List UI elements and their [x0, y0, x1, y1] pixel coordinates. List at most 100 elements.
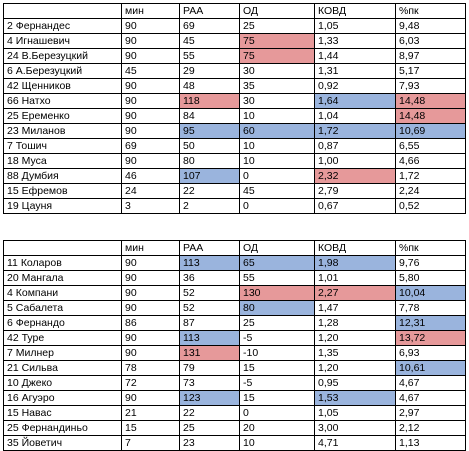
cell-kovd: 2,79 [314, 183, 396, 199]
cell-kovd: 1,01 [314, 270, 396, 286]
table-row: 4 Компани 90 52 130 2,27 10,04 [3, 285, 466, 301]
cell-kovd: 2,27 [314, 285, 396, 301]
table-row: 42 Щенников 90 48 35 0,92 7,93 [3, 78, 466, 94]
table-body: 11 Коларов 90 113 65 1,98 9,76 20 Мангала 90 36 5… [3, 255, 466, 451]
cell-od: 15 [239, 390, 315, 406]
cell-pk: 14,48 [395, 93, 466, 109]
cell-raa: 2 [179, 198, 240, 214]
cell-raa: 55 [179, 48, 240, 64]
cell-player: 18 Муса [3, 153, 122, 169]
cell-player: 25 Еременко [3, 108, 122, 124]
cell-player: 24 В.Березуцкий [3, 48, 122, 64]
cell-raa: 95 [179, 123, 240, 139]
table-row: 21 Сильва 78 79 15 1,20 10,61 [3, 360, 466, 376]
cell-kovd: 1,05 [314, 18, 396, 34]
table-row: 7 Милнер 90 131 -10 1,35 6,93 [3, 345, 466, 361]
table-header: мин РАА ОД КОВД %пк [3, 240, 466, 256]
cell-pk: 2,97 [395, 405, 466, 421]
cell-pk: 1,72 [395, 168, 466, 184]
table-row: 10 Джеко 72 73 -5 0,95 4,67 [3, 375, 466, 391]
table-row: 23 Миланов 90 95 60 1,72 10,69 [3, 123, 466, 139]
table-body: 2 Фернандес 90 69 25 1,05 9,48 4 Игнашевич 90 45… [3, 18, 466, 214]
cell-min: 90 [121, 18, 180, 34]
cell-pk: 6,03 [395, 33, 466, 49]
cell-player: 15 Навас [3, 405, 122, 421]
cell-kovd: 4,71 [314, 435, 396, 451]
cell-od: 0 [239, 168, 315, 184]
cell-raa: 87 [179, 315, 240, 331]
cell-raa: 23 [179, 435, 240, 451]
cell-min: 21 [121, 405, 180, 421]
cell-kovd: 1,64 [314, 93, 396, 109]
cell-kovd: 1,05 [314, 405, 396, 421]
header-cell-pk: %пк [395, 240, 466, 256]
cell-player: 2 Фернандес [3, 18, 122, 34]
header-row: мин РАА ОД КОВД %пк [3, 240, 466, 256]
cell-od: 0 [239, 405, 315, 421]
cell-min: 90 [121, 300, 180, 316]
cell-od: 30 [239, 63, 315, 79]
table-row: 66 Натхо 90 118 30 1,64 14,48 [3, 93, 466, 109]
header-cell-kovd: КОВД [314, 3, 396, 19]
cell-min: 78 [121, 360, 180, 376]
cell-raa: 36 [179, 270, 240, 286]
cell-min: 86 [121, 315, 180, 331]
cell-raa: 107 [179, 168, 240, 184]
cell-kovd: 3,00 [314, 420, 396, 436]
cell-player: 42 Туре [3, 330, 122, 346]
cell-pk: 4,67 [395, 375, 466, 391]
cell-player: 15 Ефремов [3, 183, 122, 199]
cell-pk: 10,61 [395, 360, 466, 376]
cell-kovd: 1,35 [314, 345, 396, 361]
cell-raa: 29 [179, 63, 240, 79]
cell-pk: 2,24 [395, 183, 466, 199]
cell-pk: 9,76 [395, 255, 466, 271]
table-row: 7 Тошич 69 50 10 0,87 6,55 [3, 138, 466, 154]
cell-kovd: 0,87 [314, 138, 396, 154]
cell-od: 65 [239, 255, 315, 271]
cell-pk: 10,69 [395, 123, 466, 139]
cell-pk: 1,13 [395, 435, 466, 451]
cell-od: 75 [239, 33, 315, 49]
cell-raa: 69 [179, 18, 240, 34]
cell-player: 23 Миланов [3, 123, 122, 139]
cell-min: 90 [121, 48, 180, 64]
cell-kovd: 1,31 [314, 63, 396, 79]
cell-raa: 22 [179, 405, 240, 421]
cell-pk: 14,48 [395, 108, 466, 124]
cell-od: 10 [239, 153, 315, 169]
cell-pk: 4,66 [395, 153, 466, 169]
cell-kovd: 0,67 [314, 198, 396, 214]
table-row: 25 Еременко 90 84 10 1,04 14,48 [3, 108, 466, 124]
cell-raa: 22 [179, 183, 240, 199]
cell-kovd: 1,00 [314, 153, 396, 169]
cell-kovd: 1,53 [314, 390, 396, 406]
cell-pk: 4,67 [395, 390, 466, 406]
table-row: 42 Туре 90 113 -5 1,20 13,72 [3, 330, 466, 346]
cell-kovd: 0,95 [314, 375, 396, 391]
cell-min: 90 [121, 255, 180, 271]
cell-pk: 13,72 [395, 330, 466, 346]
cell-player: 11 Коларов [3, 255, 122, 271]
cell-pk: 10,04 [395, 285, 466, 301]
cell-raa: 113 [179, 330, 240, 346]
stats-table-1: мин РАА ОД КОВД %пк 2 Фернандес 90 69 25 1,0… [3, 3, 466, 214]
cell-pk: 2,12 [395, 420, 466, 436]
cell-min: 90 [121, 330, 180, 346]
cell-raa: 45 [179, 33, 240, 49]
cell-od: -5 [239, 330, 315, 346]
cell-player: 21 Сильва [3, 360, 122, 376]
table-row: 15 Навас 21 22 0 1,05 2,97 [3, 405, 466, 421]
table-row: 6 А.Березуцкий 45 29 30 1,31 5,17 [3, 63, 466, 79]
table-row: 20 Мангала 90 36 55 1,01 5,80 [3, 270, 466, 286]
cell-raa: 113 [179, 255, 240, 271]
cell-min: 15 [121, 420, 180, 436]
cell-min: 69 [121, 138, 180, 154]
table-row: 25 Фернандиньо 15 25 20 3,00 2,12 [3, 420, 466, 436]
cell-raa: 123 [179, 390, 240, 406]
table-row: 5 Сабалета 90 52 80 1,47 7,78 [3, 300, 466, 316]
cell-player: 4 Игнашевич [3, 33, 122, 49]
cell-min: 90 [121, 270, 180, 286]
cell-min: 3 [121, 198, 180, 214]
cell-raa: 25 [179, 420, 240, 436]
